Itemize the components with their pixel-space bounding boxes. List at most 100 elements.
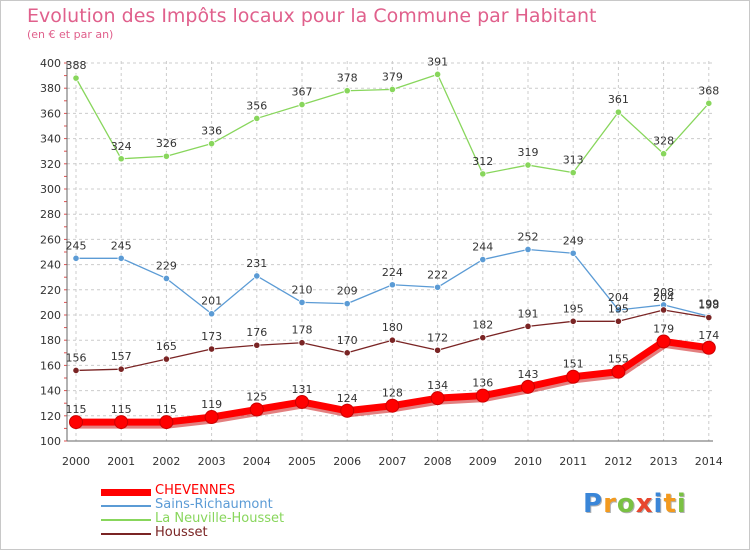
data-label-housset: 195 [608,302,629,315]
legend-label-la-neuville-housset: La Neuville-Housset [155,511,285,526]
data-label-la-neuville-housset: 313 [563,154,584,167]
logo-letter: r [603,489,617,519]
logo-letter: o [616,489,636,519]
data-point-sains-richaumont [343,300,351,308]
data-point-chevennes [385,398,400,413]
data-point-sains-richaumont [614,306,623,314]
data-label-sains-richaumont: 231 [246,257,267,270]
data-label-chevennes: 131 [292,383,313,396]
legend-swatch-housset [101,533,151,535]
data-label-sains-richaumont: 204 [608,291,629,304]
x-tick-label: 2004 [243,455,271,468]
x-tick-label: 2008 [424,455,452,468]
data-label-sains-richaumont: 249 [563,234,584,247]
data-label-la-neuville-housset: 367 [292,86,313,99]
chart-subtitle: (en € et par an) [27,28,114,41]
plot-area [67,61,713,441]
data-point-chevennes [249,402,264,417]
y-tick-label: 140 [40,385,61,398]
data-point-sains-richaumont [117,254,125,262]
data-point-la-neuville-housset [162,152,170,160]
data-label-sains-richaumont: 229 [156,259,177,272]
y-tick-label: 120 [40,410,61,423]
data-label-chevennes: 179 [653,322,674,335]
data-label-housset: 182 [472,319,493,332]
data-label-housset: 198 [698,299,719,312]
x-tick-label: 2005 [288,455,316,468]
data-point-sains-richaumont [162,274,170,283]
data-label-chevennes: 124 [337,392,358,405]
data-point-sains-richaumont [208,310,216,318]
data-point-housset [524,322,532,330]
data-point-la-neuville-housset [343,87,351,95]
data-label-sains-richaumont: 245 [66,239,87,252]
data-point-housset [162,355,170,363]
x-tick-label: 2013 [650,455,678,468]
data-label-sains-richaumont: 209 [337,285,358,298]
y-tick-label: 280 [40,208,61,221]
data-label-sains-richaumont: 199 [698,297,719,310]
data-label-sains-richaumont: 210 [292,283,313,296]
data-point-housset [705,313,713,322]
proxiti-logo: Proxiti [583,489,687,519]
legend-label-chevennes: CHEVENNES [155,483,236,498]
data-label-chevennes: 174 [698,329,719,342]
y-tick-label: 180 [40,334,61,347]
x-tick-label: 2011 [559,455,587,468]
data-label-sains-richaumont: 252 [518,230,539,243]
legend-swatch-sains-richaumont [101,505,151,507]
data-label-la-neuville-housset: 378 [337,72,358,85]
data-point-la-neuville-housset [614,108,623,116]
x-tick-label: 2007 [378,455,406,468]
data-label-la-neuville-housset: 326 [156,137,177,150]
data-label-housset: 178 [292,324,313,337]
data-point-chevennes [159,415,174,430]
y-tick-label: 400 [40,57,61,70]
x-tick-label: 2012 [604,455,632,468]
data-point-la-neuville-housset [659,150,668,158]
data-label-sains-richaumont: 224 [382,266,403,279]
data-point-sains-richaumont [569,249,577,257]
data-label-chevennes: 125 [246,391,267,404]
data-label-la-neuville-housset: 368 [698,84,719,97]
x-tick-label: 2009 [469,455,497,468]
logo-letter: x [635,489,654,519]
data-label-chevennes: 151 [563,358,584,371]
data-label-sains-richaumont: 201 [201,295,222,308]
data-point-housset [659,306,668,314]
data-label-la-neuville-housset: 391 [427,55,448,68]
data-point-sains-richaumont [388,281,396,289]
data-point-chevennes [656,334,671,349]
y-tick-label: 260 [40,233,61,246]
data-point-housset [298,339,306,347]
data-label-sains-richaumont: 222 [427,268,448,281]
data-label-la-neuville-housset: 324 [111,140,132,153]
data-point-sains-richaumont [253,272,261,280]
data-label-housset: 204 [653,291,674,304]
data-point-la-neuville-housset [479,170,487,178]
logo-letter: P [583,489,604,519]
data-point-chevennes [521,379,535,394]
y-tick-label: 100 [40,435,61,448]
data-point-chevennes [204,410,219,425]
logo-letter: i [676,489,687,519]
data-label-housset: 156 [66,351,87,364]
data-label-la-neuville-housset: 319 [518,146,539,159]
y-tick-label: 300 [40,183,61,196]
data-point-la-neuville-housset [298,100,306,109]
data-label-chevennes: 155 [608,353,629,366]
x-tick-label: 2003 [198,455,226,468]
data-label-housset: 172 [427,331,448,344]
data-label-chevennes: 115 [156,403,177,416]
data-point-chevennes [475,388,490,403]
data-point-chevennes [701,340,716,355]
data-label-housset: 191 [518,307,539,320]
y-tick-label: 360 [40,107,61,120]
data-point-housset [253,341,261,349]
data-label-housset: 165 [156,340,177,353]
chart-title: Evolution des Impôts locaux pour la Comm… [27,5,597,27]
data-label-housset: 176 [246,326,267,339]
data-label-chevennes: 136 [472,377,493,390]
data-label-la-neuville-housset: 312 [472,155,493,168]
